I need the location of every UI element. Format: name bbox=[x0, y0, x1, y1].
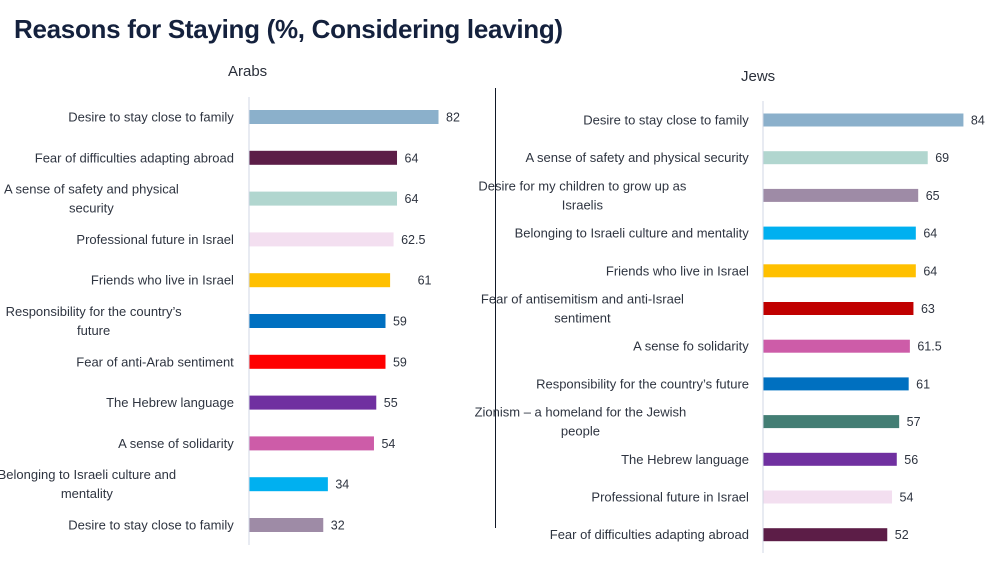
jews-category-label: The Hebrew language bbox=[621, 452, 749, 467]
jews-bar bbox=[763, 528, 888, 542]
jews-category-label: Responsibility for the country’s future bbox=[536, 376, 749, 391]
arabs-category-label: A sense of safety and physical security bbox=[4, 182, 179, 216]
jews-category-label: A sense of safety and physical security bbox=[525, 150, 749, 165]
arabs-value-label: 32 bbox=[331, 519, 345, 533]
arabs-value-label: 55 bbox=[384, 396, 398, 410]
jews-bar bbox=[763, 415, 900, 429]
jews-bar bbox=[763, 151, 928, 165]
arabs-value-label: 54 bbox=[381, 437, 395, 451]
arabs-value-label: 34 bbox=[335, 478, 349, 492]
arabs-value-label: 64 bbox=[405, 192, 419, 206]
jews-value-label: 84 bbox=[971, 114, 985, 128]
arabs-value-label: 59 bbox=[393, 355, 407, 369]
arabs-bar bbox=[249, 436, 374, 451]
arabs-category-label: Responsibility for the country’s future bbox=[6, 304, 183, 338]
jews-value-label: 57 bbox=[907, 415, 921, 429]
arabs-category-label: Fear of anti-Arab sentiment bbox=[76, 354, 234, 369]
jews-value-label: 54 bbox=[900, 491, 914, 505]
panel-divider bbox=[495, 88, 496, 528]
arabs-category-label: Desire to stay close to family bbox=[68, 110, 234, 125]
arabs-value-label: 59 bbox=[393, 315, 407, 329]
arabs-category-label: A sense of solidarity bbox=[118, 436, 234, 451]
arabs-value-label: 82 bbox=[446, 111, 460, 125]
jews-value-label: 61.5 bbox=[917, 340, 941, 354]
arabs-category-label: Professional future in Israel bbox=[76, 232, 234, 247]
jews-bar bbox=[763, 302, 914, 315]
jews-bar bbox=[763, 264, 916, 278]
jews-bar bbox=[763, 377, 909, 391]
arabs-bar bbox=[249, 273, 391, 288]
jews-value-label: 63 bbox=[921, 302, 935, 316]
arabs-bar bbox=[249, 191, 398, 206]
jews-category-label: A sense fo solidarity bbox=[633, 339, 749, 354]
jews-bar bbox=[763, 188, 919, 202]
jews-category-label: Fear of difficulties adapting abroad bbox=[550, 527, 749, 542]
jews-value-label: 64 bbox=[923, 264, 937, 278]
jews-category-label: Desire for my children to grow up as Isra… bbox=[478, 178, 687, 212]
arabs-bar bbox=[249, 150, 398, 165]
jews-bar bbox=[763, 490, 893, 504]
jews-category-label: Zionism – a homeland for the Jewish peopl… bbox=[475, 405, 687, 439]
jews-value-label: 69 bbox=[935, 151, 949, 165]
arabs-bar bbox=[249, 395, 377, 410]
arabs-value-label: 62.5 bbox=[401, 233, 425, 247]
arabs-value-label: 61 bbox=[418, 274, 432, 288]
arabs-bar bbox=[249, 518, 324, 532]
jews-bar bbox=[763, 339, 910, 353]
arabs-bar bbox=[249, 314, 386, 328]
jews-bar bbox=[763, 452, 897, 466]
jews-category-label: Desire to stay close to family bbox=[583, 113, 749, 128]
arabs-bar bbox=[249, 110, 439, 124]
arabs-chart: 82 Desire to stay close to family 64 Fear o… bbox=[0, 97, 460, 545]
jews-category-label: Fear of antisemitism and anti-Israel sent… bbox=[481, 292, 684, 326]
arabs-bar bbox=[249, 477, 328, 492]
jews-value-label: 61 bbox=[916, 377, 930, 391]
jews-category-label: Belonging to Israeli culture and mentali… bbox=[515, 226, 750, 241]
arabs-bar bbox=[249, 232, 394, 247]
jews-chart: 84 Desire to stay close to family 69 A sens… bbox=[475, 101, 985, 553]
jews-value-label: 56 bbox=[904, 453, 918, 467]
jews-bar bbox=[763, 113, 964, 127]
arabs-category-label: Belonging to Israeli culture and mentalit… bbox=[0, 467, 176, 501]
arabs-category-label: The Hebrew language bbox=[106, 395, 234, 410]
page-title: Reasons for Staying (%, Considering leav… bbox=[14, 14, 563, 44]
jews-panel-title: Jews bbox=[741, 68, 776, 85]
arabs-category-label: Desire to stay close to family bbox=[68, 518, 234, 533]
arabs-category-label: Fear of difficulties adapting abroad bbox=[35, 150, 234, 165]
jews-category-label: Friends who live in Israel bbox=[606, 263, 749, 278]
jews-category-label: Professional future in Israel bbox=[591, 490, 749, 505]
arabs-panel-title: Arabs bbox=[228, 63, 268, 80]
jews-bar bbox=[763, 226, 916, 240]
jews-value-label: 64 bbox=[923, 227, 937, 241]
arabs-category-label: Friends who live in Israel bbox=[91, 273, 234, 288]
arabs-bar bbox=[249, 354, 386, 369]
jews-value-label: 65 bbox=[926, 189, 940, 203]
jews-value-label: 52 bbox=[895, 528, 909, 542]
arabs-value-label: 64 bbox=[405, 151, 419, 165]
